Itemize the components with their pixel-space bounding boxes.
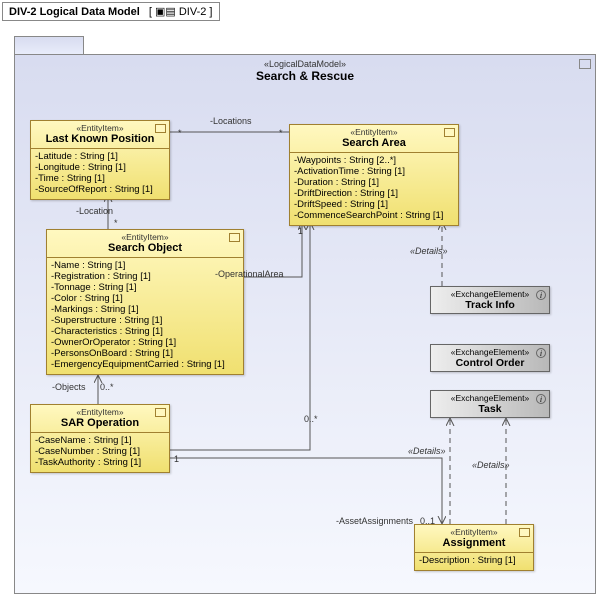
entity-attr: -CaseNumber : String [1] bbox=[35, 446, 165, 457]
package-corner-icon bbox=[579, 59, 591, 69]
entity-attr: -OwnerOrOperator : String [1] bbox=[51, 337, 239, 348]
entity-attr: -CaseName : String [1] bbox=[35, 435, 165, 446]
entity-attr: -Tonnage : String [1] bbox=[51, 282, 239, 293]
entity-attr: -Registration : String [1] bbox=[51, 271, 239, 282]
exchange-task[interactable]: i«ExchangeElement»Task bbox=[430, 390, 550, 418]
info-icon: i bbox=[536, 348, 546, 358]
entity-stereotype: «EntityItem» bbox=[33, 407, 167, 417]
entity-icon bbox=[519, 528, 530, 537]
connector-label: * bbox=[178, 128, 182, 138]
exchange-ctrl[interactable]: i«ExchangeElement»Control Order bbox=[430, 344, 550, 372]
entity-attr: -TaskAuthority : String [1] bbox=[35, 457, 165, 468]
connector-label: -Objects bbox=[52, 382, 86, 392]
entity-name: Assignment bbox=[417, 537, 531, 549]
connector-label: 0..1 bbox=[420, 516, 435, 526]
exchange-track[interactable]: i«ExchangeElement»Track Info bbox=[430, 286, 550, 314]
entity-attr: -Duration : String [1] bbox=[294, 177, 454, 188]
connector-label: «Details» bbox=[410, 246, 448, 256]
entity-sobj[interactable]: «EntityItem»Search Object -Name : String … bbox=[46, 229, 244, 375]
entity-stereotype: «EntityItem» bbox=[292, 127, 456, 137]
entity-name: Search Object bbox=[49, 242, 241, 254]
connector-label: 0..* bbox=[304, 414, 318, 424]
entity-attr: -ActivationTime : String [1] bbox=[294, 166, 454, 177]
entity-attr: -Markings : String [1] bbox=[51, 304, 239, 315]
entity-attr: -Color : String [1] bbox=[51, 293, 239, 304]
connector-label: 1 bbox=[174, 454, 179, 464]
entity-name: Last Known Position bbox=[33, 133, 167, 145]
entity-attr: -Name : String [1] bbox=[51, 260, 239, 271]
package-stereotype: «LogicalDataModel» bbox=[15, 59, 595, 69]
entity-attr: -DriftSpeed : String [1] bbox=[294, 199, 454, 210]
entity-name: SAR Operation bbox=[33, 417, 167, 429]
exchange-name: Control Order bbox=[433, 357, 547, 369]
entity-lkp[interactable]: «EntityItem»Last Known Position -Latitude… bbox=[30, 120, 170, 200]
connector-label: -Locations bbox=[210, 116, 252, 126]
entity-attr: -SourceOfReport : String [1] bbox=[35, 184, 165, 195]
diagram-title: DIV-2 Logical Data Model bbox=[9, 6, 140, 18]
entity-icon bbox=[155, 124, 166, 133]
entity-sarop[interactable]: «EntityItem»SAR Operation -CaseName : Str… bbox=[30, 404, 170, 473]
exchange-name: Task bbox=[433, 403, 547, 415]
entity-attr: -Time : String [1] bbox=[35, 173, 165, 184]
entity-attr: -EmergencyEquipmentCarried : String [1] bbox=[51, 359, 239, 370]
exchange-stereotype: «ExchangeElement» bbox=[433, 347, 547, 357]
entity-attr: -Characteristics : String [1] bbox=[51, 326, 239, 337]
connector-label: 0..* bbox=[100, 382, 114, 392]
info-icon: i bbox=[536, 394, 546, 404]
connector-label: -OperationalArea bbox=[215, 269, 284, 279]
connector-label: * bbox=[114, 218, 118, 228]
entity-attr: -Superstructure : String [1] bbox=[51, 315, 239, 326]
entity-attr: -PersonsOnBoard : String [1] bbox=[51, 348, 239, 359]
connector-label: 1 bbox=[298, 226, 303, 236]
entity-icon bbox=[155, 408, 166, 417]
connector-label: «Details» bbox=[408, 446, 446, 456]
diagram-link[interactable]: [ ▣▤ DIV-2 ] bbox=[149, 6, 213, 18]
entity-icon bbox=[444, 128, 455, 137]
entity-attr: -DriftDirection : String [1] bbox=[294, 188, 454, 199]
entity-name: Search Area bbox=[292, 137, 456, 149]
exchange-name: Track Info bbox=[433, 299, 547, 311]
exchange-stereotype: «ExchangeElement» bbox=[433, 393, 547, 403]
diagram-title-tab: DIV-2 Logical Data Model [ ▣▤ DIV-2 ] bbox=[2, 2, 220, 21]
entity-stereotype: «EntityItem» bbox=[417, 527, 531, 537]
entity-stereotype: «EntityItem» bbox=[33, 123, 167, 133]
connector-label: -Location bbox=[76, 206, 113, 216]
entity-assign[interactable]: «EntityItem»Assignment -Description : Str… bbox=[414, 524, 534, 571]
entity-attr: -Longitude : String [1] bbox=[35, 162, 165, 173]
package-title: Search & Rescue bbox=[15, 69, 595, 83]
entity-attr: -Latitude : String [1] bbox=[35, 151, 165, 162]
entity-stereotype: «EntityItem» bbox=[49, 232, 241, 242]
exchange-stereotype: «ExchangeElement» bbox=[433, 289, 547, 299]
entity-attr: -Description : String [1] bbox=[419, 555, 529, 566]
connector-label: * bbox=[279, 128, 283, 138]
connector-label: -AssetAssignments bbox=[336, 516, 413, 526]
entity-attr: -CommenceSearchPoint : String [1] bbox=[294, 210, 454, 221]
entity-attr: -Waypoints : String [2..*] bbox=[294, 155, 454, 166]
entity-icon bbox=[229, 233, 240, 242]
connector-label: «Details» bbox=[472, 460, 510, 470]
package-tab bbox=[14, 36, 84, 54]
info-icon: i bbox=[536, 290, 546, 300]
entity-sarea[interactable]: «EntityItem»Search Area -Waypoints : Stri… bbox=[289, 124, 459, 226]
